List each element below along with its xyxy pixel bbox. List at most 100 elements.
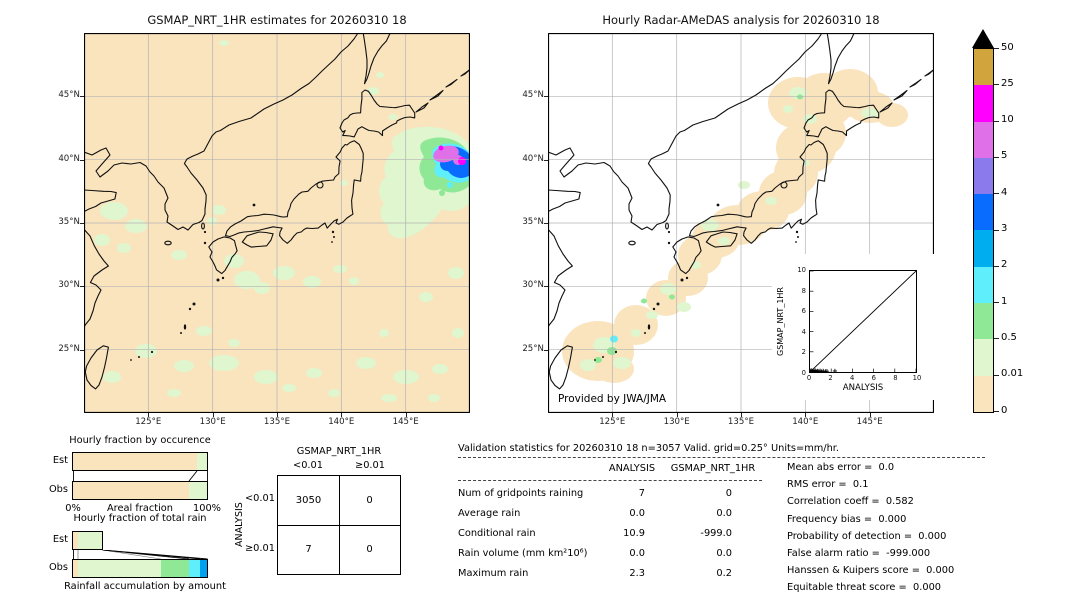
totalrain-est-label: Est	[52, 534, 68, 545]
left-lon-tickmark	[405, 413, 407, 417]
totalrain-est-bar	[72, 531, 104, 550]
credit-label: Provided by JWA/JMA	[558, 393, 667, 405]
bar-segment	[188, 482, 207, 499]
contingency-cell-01: 0	[366, 495, 373, 506]
light-rain-patches	[94, 40, 464, 402]
occurrence-obs-bar	[72, 481, 208, 500]
stats-row-analysis-value: 10.9	[623, 527, 645, 539]
right-lat-tickmark	[544, 223, 548, 224]
inset-scatter	[808, 270, 917, 374]
inset-xtick-label: 8	[893, 374, 898, 382]
right-lon-tick-label: 125°E	[599, 417, 626, 427]
inset-ytick-label: 0	[801, 369, 806, 377]
colorbar-label: 0.01	[1001, 368, 1024, 380]
colorbar-segment	[974, 375, 993, 412]
colorbar-label: 5	[1001, 150, 1008, 162]
bar-segment	[161, 560, 190, 577]
stats-row-gsmap-value: 0	[725, 488, 732, 500]
totalrain-connectors	[73, 550, 208, 559]
colorbar-tickmark	[994, 265, 999, 267]
stats-header-divider	[458, 480, 762, 481]
left-map-canvas	[83, 32, 471, 414]
left-lat-tickmark	[80, 286, 84, 288]
bar-segment	[77, 560, 162, 577]
left-lat-tick-label: 45°N	[58, 90, 80, 101]
stats-row-analysis-value: 0.0	[629, 508, 645, 520]
colorbar-tickmark	[994, 338, 999, 340]
occurrence-est-bar	[72, 452, 208, 471]
occurrence-chart-title: Hourly fraction by occurence	[69, 435, 211, 446]
right-lon-tick-label: 140°E	[792, 417, 819, 427]
colorbar-tickmark	[994, 48, 999, 49]
occurrence-x0-label: 0%	[65, 503, 81, 514]
bar-segment	[196, 453, 207, 470]
bar-segment	[77, 532, 103, 549]
left-lat-tick-label: 25°N	[58, 343, 80, 354]
right-map	[547, 32, 935, 414]
stats-row: Rain volume (mm km²10⁶) 0.0 0.0	[458, 543, 738, 563]
totalrain-obs-label: Obs	[48, 562, 68, 573]
colorbar-label: 3	[1001, 223, 1008, 234]
right-map-canvas	[547, 32, 935, 414]
contingency-col-label-1: ≥0.01	[354, 460, 386, 471]
colorbar-tickmark	[994, 411, 999, 412]
colorbar-label: 25	[1001, 77, 1014, 89]
left-lon-tick-label: 125°E	[135, 417, 162, 427]
stats-row-label: Conditional rain	[458, 527, 536, 539]
inset-xtick-label: 6	[871, 374, 876, 382]
left-map	[83, 32, 471, 414]
right-lon-tickmark	[612, 413, 614, 417]
contingency-col-axis: GSMAP_NRT_1HR	[296, 446, 382, 457]
right-lon-tick-label: 130°E	[663, 417, 690, 427]
stats-row-gsmap-value: 0.0	[716, 508, 732, 520]
radar-heavy-rain-spot	[610, 335, 618, 343]
metric-line: Correlation coeff = 0.582	[787, 496, 914, 508]
right-lat-tick-label: 25°N	[522, 343, 544, 354]
totalrain-chart-title: Hourly fraction of total rain	[73, 513, 207, 524]
totalrain-xaxis-label: Rainfall accumulation by amount	[64, 581, 226, 592]
occurrence-x100-label: 100%	[192, 503, 221, 514]
occurrence-obs-label: Obs	[48, 484, 68, 495]
totalrain-obs-bar	[72, 559, 208, 578]
metric-line: Mean abs error = 0.0	[787, 462, 895, 473]
right-lat-tick-label: 40°N	[522, 153, 544, 164]
inset-xlabel: ANALYSIS	[842, 383, 884, 393]
inset-ytick-label: 10	[797, 266, 806, 274]
occurrence-xaxis-label: Areal fraction	[106, 503, 173, 514]
stats-col-gsmap: GSMAP_NRT_1HR	[670, 463, 756, 474]
rain-cell	[378, 126, 470, 239]
stats-row-analysis-value: 2.3	[629, 567, 645, 579]
inset-xtick-label: 0	[806, 374, 812, 382]
right-lon-tickmark	[741, 413, 742, 417]
colorbar-label: 4	[1001, 186, 1008, 198]
bar-segment	[73, 532, 78, 549]
bar-segment	[73, 453, 197, 470]
stats-row-gsmap-value: 0.0	[716, 547, 732, 559]
colorbar-tickmark	[994, 84, 999, 86]
contingency-col-label-0: <0.01	[292, 460, 324, 471]
colorbar-overflow-triangle	[972, 29, 994, 48]
contingency-cell-10: 7	[305, 544, 312, 555]
colorbar-segment	[974, 157, 993, 195]
colorbar-segment	[974, 303, 993, 340]
metric-line: Hanssen & Kuipers score = 0.000	[787, 565, 955, 577]
right-lon-tick-label: 145°E	[856, 417, 883, 427]
right-map-title: Hourly Radar-AMeDAS analysis for 2026031…	[602, 13, 880, 27]
bar-segment	[73, 482, 189, 499]
stats-row: Average rain 0.0 0.0	[458, 504, 738, 524]
contingency-row-label-0: <0.01	[244, 493, 275, 504]
contingency-cell-00: 3050	[295, 495, 322, 506]
left-lat-tickmark	[80, 349, 84, 351]
stats-row-label: Average rain	[458, 508, 521, 520]
colorbar-label: 0.5	[1001, 331, 1017, 343]
inset-xtick-label: 4	[850, 374, 855, 382]
inset-ytick-label: 6	[801, 307, 806, 316]
stats-row-label: Rain volume (mm km²10⁶)	[458, 547, 588, 559]
bar-segment	[200, 560, 207, 577]
colorbar-segment	[974, 230, 993, 267]
bar-segment	[189, 560, 201, 577]
right-lat-tickmark	[544, 286, 548, 288]
inset-xtick-label: 10	[912, 374, 922, 382]
stats-row-analysis-value: 7	[638, 488, 645, 500]
